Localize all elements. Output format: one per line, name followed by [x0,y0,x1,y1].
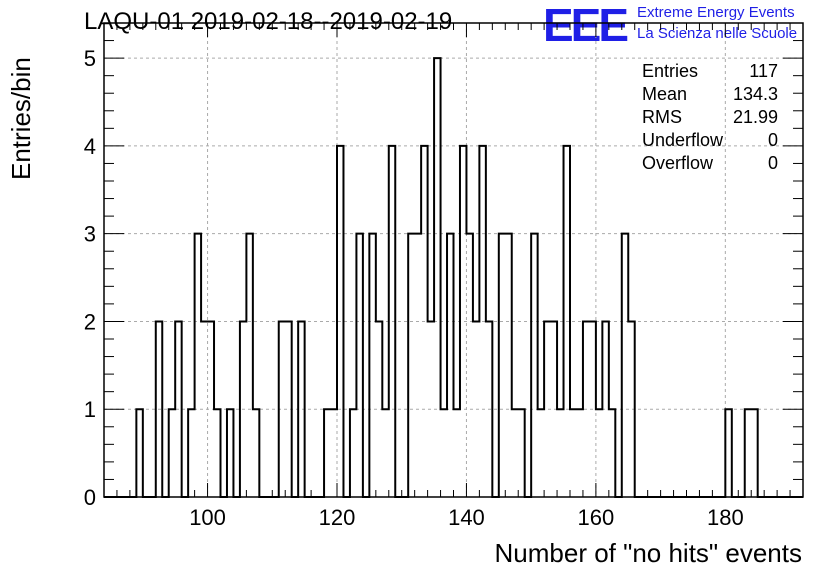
axis-ticks: 100 120 140 160 180 0 1 2 3 4 5 [84,22,804,530]
histogram-bar [415,234,421,497]
x-tick-label: 120 [319,505,356,530]
chart-title: LAQU-01 2019-02-18--2019-02-19 [84,8,453,35]
y-tick-label: 1 [84,397,96,422]
y-tick-label: 3 [84,222,96,247]
histogram-bar [454,409,460,497]
stats-row: Underflow 0 [642,130,778,150]
stats-row: Mean 134.3 [642,84,778,104]
stats-row: RMS 21.99 [642,107,778,127]
x-tick-label: 100 [189,505,226,530]
stats-label: Overflow [642,153,714,173]
histogram-bar [382,409,388,497]
y-tick-label: 4 [84,134,96,159]
stats-label: Entries [642,61,698,81]
stats-label: Mean [642,84,687,104]
histogram-bar [576,409,582,497]
y-tick-label: 5 [84,46,96,71]
histogram-bar [596,409,602,497]
stats-value: 117 [749,61,778,81]
logo-line-1: Extreme Energy Events [637,4,795,21]
stats-value: 21.99 [733,107,778,127]
stats-label: Underflow [642,130,724,150]
histogram-outline [104,57,803,498]
x-tick-label: 140 [448,505,485,530]
stats-value: 0 [768,153,778,173]
stats-row: Overflow 0 [642,153,778,173]
y-tick-label: 2 [84,309,96,334]
histogram-bar [441,409,447,497]
x-tick-label: 180 [707,505,744,530]
stats-value: 0 [768,130,778,150]
x-axis-label: Number of "no hits" events [494,538,803,568]
x-tick-label: 160 [578,505,615,530]
stats-label: RMS [642,107,682,127]
histogram-bar [557,409,563,497]
histogram-bar [570,409,576,497]
logo-line-2: La Scienza nelle Scuole [637,25,798,42]
histogram-bar [331,409,337,497]
histogram-bar [538,409,544,497]
histogram-bar [512,409,518,497]
y-tick-label: 0 [84,485,96,510]
stats-value: 134.3 [733,84,778,104]
stats-row: Entries 117 [642,61,778,81]
